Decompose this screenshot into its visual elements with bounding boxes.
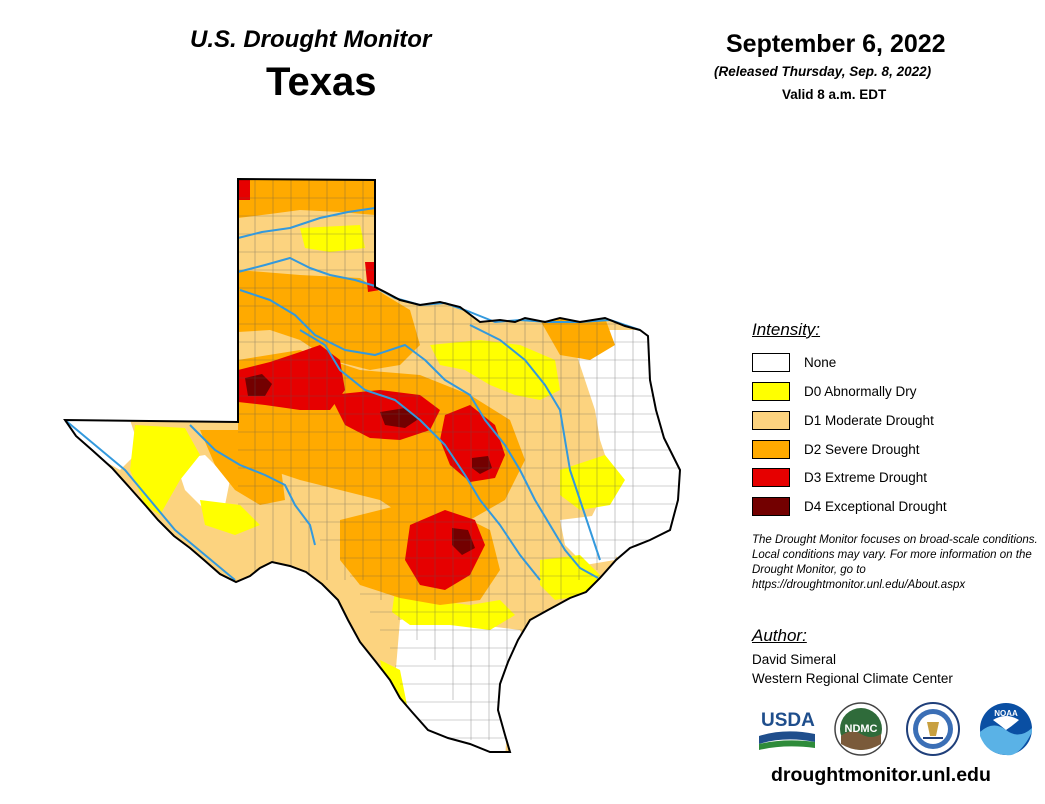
legend-label: D2 Severe Drought — [804, 441, 920, 457]
texas-drought-map — [64, 178, 681, 753]
d0-area-west — [130, 425, 200, 515]
legend-item-d4: D4 Exceptional Drought — [752, 495, 947, 517]
author-name: David Simeral — [752, 652, 837, 667]
none-area-south — [395, 612, 530, 752]
noaa-logo-text: NOAA — [994, 709, 1018, 718]
d2-area-rolling-plains — [238, 270, 420, 370]
usda-logo: USDA — [759, 710, 815, 750]
d3-area-panhandle-north — [238, 179, 250, 200]
author-heading: Author: — [752, 626, 807, 645]
legend-label: D1 Moderate Drought — [804, 412, 934, 428]
legend-swatch-d0 — [752, 381, 790, 401]
state-title: Texas — [266, 60, 377, 104]
colorado-river — [299, 329, 541, 581]
d2-area-panhandle — [238, 179, 375, 218]
d0-area-northeast — [430, 340, 560, 400]
legend-item-d3: D3 Extreme Drought — [752, 466, 927, 488]
monitor-title: U.S. Drought Monitor — [190, 26, 432, 53]
noaa-logo: NOAA — [980, 703, 1032, 756]
legend-label: None — [804, 354, 837, 370]
pecos-river — [189, 424, 316, 546]
partner-logos: USDA NDMC NOAA — [759, 702, 1032, 756]
d4-area-hill-country — [452, 528, 475, 555]
d0-area-panhandle — [300, 225, 365, 252]
canadian-river — [237, 207, 376, 239]
d0-area-east-central — [560, 455, 625, 510]
brazos-river — [239, 289, 599, 579]
map-date: September 6, 2022 — [726, 30, 946, 58]
legend-swatch-d3 — [752, 467, 790, 487]
release-note: (Released Thursday, Sep. 8, 2022) — [714, 64, 932, 79]
d0-area-trans-pecos — [200, 500, 260, 535]
none-area-far-west — [65, 415, 140, 470]
legend-swatch-none — [752, 352, 790, 372]
trinity-river — [469, 324, 601, 561]
author-organization: Western Regional Climate Center — [752, 671, 953, 686]
red-river-prairie-dog — [237, 257, 376, 287]
disclaimer-text: The Drought Monitor focuses on broad-sca… — [752, 534, 1038, 591]
usda-logo-text: USDA — [761, 710, 815, 731]
legend-label: D4 Exceptional Drought — [804, 498, 947, 514]
rio-grande — [64, 419, 236, 581]
d0-area-gulf — [540, 555, 600, 600]
legend-label: D0 Abnormally Dry — [804, 383, 917, 399]
county-lines — [238, 180, 680, 740]
legend-item-d0: D0 Abnormally Dry — [752, 380, 917, 402]
d4-area-permian — [245, 374, 272, 396]
commerce-seal-icon — [906, 702, 960, 756]
legend-label: D3 Extreme Drought — [804, 469, 928, 485]
d4-area-central — [472, 456, 492, 474]
ndmc-logo-text: NDMC — [845, 723, 878, 735]
d2-area-northeast — [540, 318, 615, 360]
valid-time: Valid 8 a.m. EDT — [782, 87, 887, 102]
legend-swatch-d2 — [752, 439, 790, 459]
legend-swatch-d4 — [752, 496, 790, 516]
website-link[interactable]: droughtmonitor.unl.edu — [771, 764, 991, 786]
legend-item-d2: D2 Severe Drought — [752, 438, 920, 460]
ndmc-logo: NDMC — [834, 702, 888, 756]
legend-swatch-d1 — [752, 410, 790, 430]
legend-item-d1: D1 Moderate Drought — [752, 409, 934, 431]
legend-title: Intensity: — [752, 320, 821, 339]
legend-item-none: None — [752, 351, 836, 373]
